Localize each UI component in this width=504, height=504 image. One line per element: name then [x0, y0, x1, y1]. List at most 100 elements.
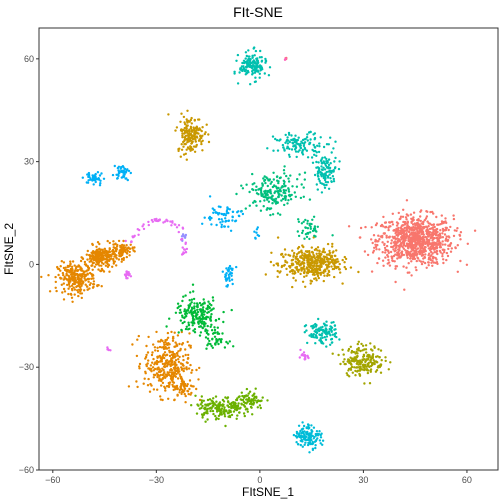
data-point: [201, 222, 204, 225]
data-point: [217, 317, 221, 321]
data-point: [404, 244, 407, 248]
data-point: [303, 171, 307, 174]
data-point: [425, 237, 429, 241]
data-point: [77, 294, 80, 298]
data-point: [402, 208, 405, 211]
data-point: [420, 262, 424, 266]
data-point: [260, 190, 263, 194]
data-point: [401, 215, 405, 218]
data-point: [256, 70, 260, 73]
data-point: [404, 220, 407, 224]
data-point: [423, 219, 426, 222]
data-point: [176, 354, 179, 357]
data-point: [233, 401, 236, 404]
data-point: [337, 167, 341, 171]
data-point: [364, 360, 367, 364]
data-point: [318, 333, 321, 336]
data-point: [323, 336, 326, 339]
y-axis-title: FItSNE_2: [2, 223, 16, 275]
data-point: [217, 414, 221, 418]
data-point: [247, 399, 250, 402]
data-point: [301, 231, 304, 235]
data-point: [311, 269, 315, 272]
data-point: [98, 251, 101, 254]
data-point: [343, 265, 346, 269]
data-point: [440, 220, 444, 223]
data-point: [296, 269, 299, 272]
data-point: [157, 340, 160, 343]
data-point: [201, 414, 204, 417]
data-point: [414, 266, 417, 269]
data-point: [186, 357, 190, 360]
data-point: [184, 152, 187, 155]
data-point: [256, 226, 259, 229]
data-point: [208, 215, 212, 219]
data-point: [71, 300, 74, 303]
data-point: [54, 275, 57, 279]
data-point: [113, 164, 117, 168]
data-point: [322, 260, 325, 264]
data-point: [353, 360, 356, 363]
data-point: [325, 345, 328, 348]
data-point: [327, 158, 331, 161]
data-point: [246, 408, 249, 411]
data-point: [315, 252, 318, 255]
data-point: [377, 348, 380, 351]
data-point: [319, 436, 323, 439]
data-point: [166, 336, 170, 339]
data-point: [296, 257, 299, 261]
data-point: [253, 60, 256, 63]
data-point: [261, 184, 264, 187]
data-point: [323, 176, 326, 179]
data-point: [302, 195, 305, 198]
data-point: [313, 248, 317, 252]
data-point: [201, 315, 205, 319]
data-point: [86, 249, 90, 253]
data-point: [423, 255, 426, 259]
data-point: [308, 198, 312, 201]
data-point: [64, 277, 68, 280]
data-point: [444, 237, 448, 240]
data-point: [301, 353, 304, 356]
data-point: [91, 277, 94, 280]
data-point: [200, 399, 203, 402]
data-point: [87, 268, 90, 272]
data-point: [452, 214, 455, 217]
data-point: [204, 131, 207, 134]
data-point: [355, 366, 359, 369]
data-point: [156, 349, 160, 353]
data-point: [179, 155, 182, 158]
data-point: [182, 295, 185, 298]
data-point: [335, 249, 338, 252]
data-point: [391, 212, 394, 215]
data-point: [334, 166, 337, 169]
data-point: [313, 262, 317, 265]
data-point: [272, 171, 275, 174]
data-point: [328, 249, 331, 253]
data-point: [296, 262, 299, 265]
data-point: [180, 376, 183, 379]
data-point: [291, 141, 294, 144]
data-point: [299, 348, 302, 352]
data-point: [84, 283, 87, 286]
data-point: [145, 353, 148, 357]
data-point: [94, 252, 97, 255]
data-point: [370, 226, 373, 229]
data-point: [399, 255, 402, 258]
data-point: [456, 244, 459, 247]
data-point: [422, 226, 426, 229]
data-point: [355, 355, 359, 359]
data-point: [152, 388, 156, 391]
data-point: [395, 233, 398, 237]
data-point: [306, 443, 310, 447]
data-point: [189, 125, 193, 128]
data-point: [217, 417, 220, 421]
data-point: [183, 139, 186, 143]
data-point: [449, 250, 453, 253]
data-point: [200, 406, 203, 410]
data-point: [203, 325, 206, 328]
data-point: [303, 443, 306, 446]
data-point: [259, 49, 262, 53]
data-point: [307, 356, 310, 360]
data-point: [128, 247, 131, 250]
